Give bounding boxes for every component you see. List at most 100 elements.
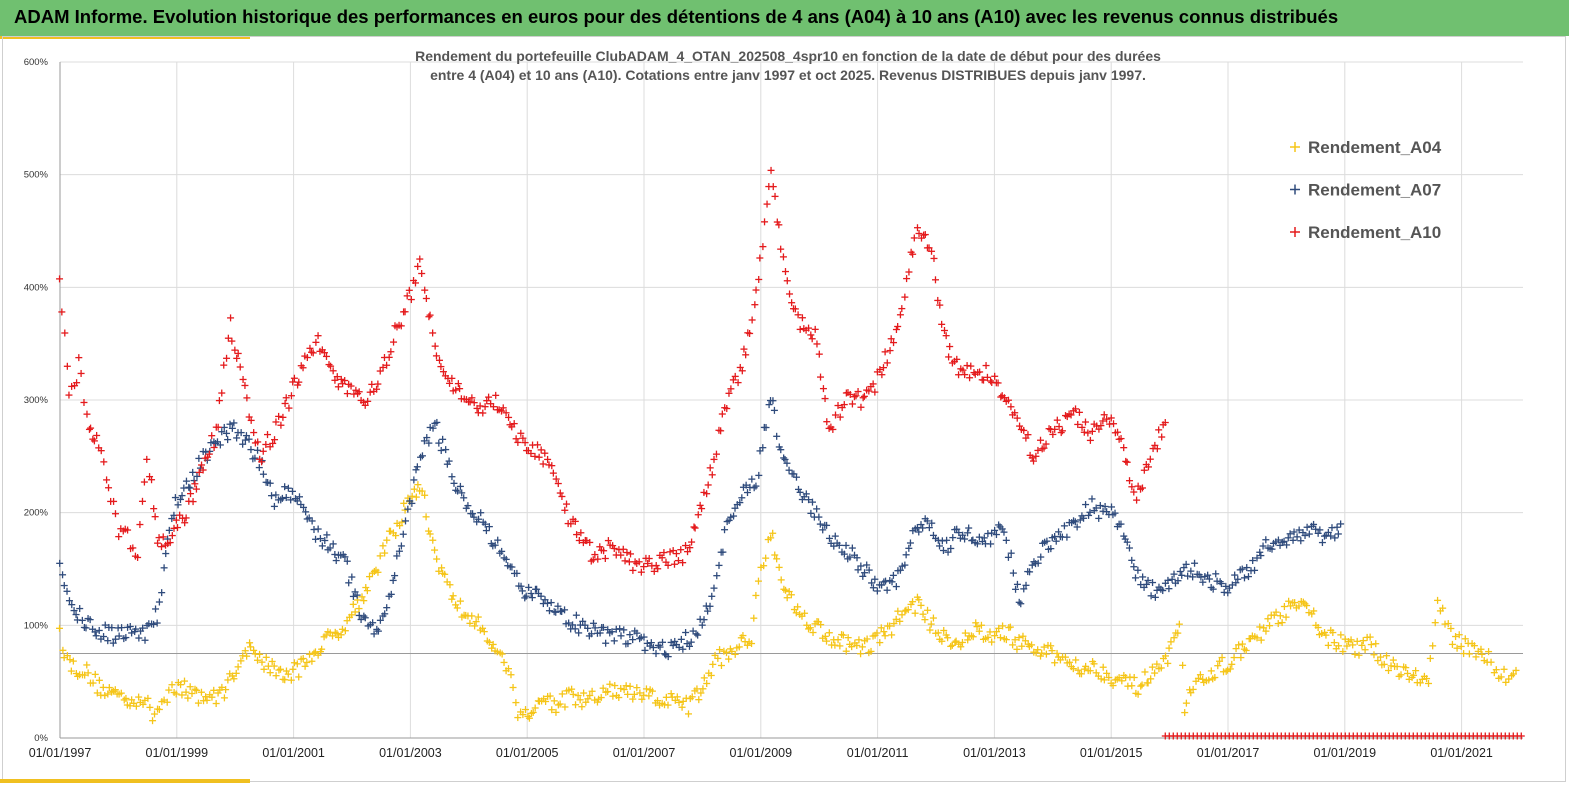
data-point-rendement-a07: [245, 435, 253, 443]
data-point-rendement-a07: [369, 619, 377, 627]
data-point-rendement-a04: [1218, 654, 1226, 662]
data-point-rendement-a10: [976, 368, 984, 376]
data-point-rendement-a10: [476, 402, 484, 410]
data-point-rendement-a07: [226, 420, 234, 428]
data-point-rendement-a04: [1196, 671, 1204, 679]
data-point-rendement-a07: [959, 531, 967, 539]
report-title: ADAM Informe. Evolution historique des p…: [14, 6, 1339, 27]
data-point-rendement-a04: [453, 604, 461, 612]
data-point-rendement-a04: [83, 661, 91, 669]
data-point-rendement-a07: [1249, 557, 1257, 565]
data-point-rendement-a04: [957, 643, 965, 651]
data-point-rendement-a04: [91, 670, 99, 678]
data-point-rendement-a10: [182, 514, 190, 522]
data-point-rendement-a04: [1329, 629, 1337, 637]
data-point-rendement-a10: [1128, 483, 1136, 491]
data-point-rendement-a10: [967, 362, 975, 370]
data-point-rendement-a10: [1155, 426, 1163, 434]
data-point-rendement-a07: [750, 484, 758, 492]
data-point-rendement-a04: [1170, 634, 1178, 642]
data-point-rendement-a10: [786, 290, 794, 298]
data-point-rendement-a07: [1096, 502, 1104, 510]
data-point-rendement-a07: [661, 650, 669, 658]
data-point-rendement-a10: [821, 395, 829, 403]
data-point-rendement-a07: [905, 544, 913, 552]
data-point-rendement-a10: [105, 484, 113, 492]
data-point-rendement-a04: [1097, 675, 1105, 683]
data-point-rendement-a04: [1393, 663, 1401, 671]
data-point-rendement-a10: [124, 526, 132, 534]
data-point-rendement-a04: [1006, 623, 1014, 631]
data-point-rendement-a10: [621, 557, 629, 565]
x-tick-label: 01/01/2021: [1430, 746, 1493, 760]
data-point-rendement-a07: [376, 616, 384, 624]
data-point-rendement-a10: [299, 364, 307, 372]
data-point-rendement-a04: [362, 584, 370, 592]
data-point-rendement-a04: [679, 697, 687, 705]
data-point-rendement-a10: [931, 276, 939, 284]
data-point-rendement-a04: [876, 639, 884, 647]
data-point-rendement-a07: [65, 597, 73, 605]
data-point-rendement-a10: [521, 439, 529, 447]
data-point-rendement-a07: [744, 489, 752, 497]
data-point-rendement-a07: [439, 435, 447, 443]
data-point-rendement-a04: [178, 691, 186, 699]
data-point-rendement-a04: [1492, 666, 1500, 674]
data-point-rendement-a07: [477, 509, 485, 517]
data-point-rendement-a07: [955, 529, 963, 537]
data-point-rendement-a04: [500, 658, 508, 666]
data-point-rendement-a10: [775, 221, 783, 229]
data-point-rendement-a10: [1049, 430, 1057, 438]
data-point-rendement-a10: [535, 453, 543, 461]
data-point-rendement-a04: [1385, 667, 1393, 675]
data-point-rendement-a10: [320, 349, 328, 357]
data-point-rendement-a07: [528, 594, 536, 602]
data-point-rendement-a04: [1230, 654, 1238, 662]
data-point-rendement-a10: [287, 392, 295, 400]
data-point-rendement-a10: [379, 363, 387, 371]
data-point-rendement-a04: [909, 598, 917, 606]
data-point-rendement-a10: [303, 354, 311, 362]
axes: 0% 100% 200% 300% 400% 500% 600% 01/01/1997 01/0…: [24, 57, 1523, 760]
data-point-rendement-a07: [825, 534, 833, 542]
data-point-rendement-a04: [1410, 671, 1418, 679]
data-point-rendement-a04: [642, 685, 650, 693]
chart-title-line-1: Rendement du portefeuille ClubADAM_4_OTA…: [415, 48, 1161, 64]
data-point-rendement-a07: [68, 601, 76, 609]
data-point-rendement-a07: [1117, 520, 1125, 528]
data-point-rendement-a07: [460, 494, 468, 502]
data-point-rendement-a07: [1268, 545, 1276, 553]
data-point-rendement-a07: [381, 610, 389, 618]
data-point-rendement-a10: [502, 409, 510, 417]
data-point-rendement-a10: [756, 254, 764, 262]
data-point-rendement-a10: [1040, 444, 1048, 452]
data-point-rendement-a04: [1453, 644, 1461, 652]
data-point-rendement-a10: [1126, 477, 1134, 485]
data-point-rendement-a07: [180, 484, 188, 492]
data-point-rendement-a07: [819, 526, 827, 534]
data-point-rendement-a04: [472, 618, 480, 626]
data-point-rendement-a04: [1066, 658, 1074, 666]
data-point-rendement-a04: [574, 692, 582, 700]
data-point-rendement-a04: [1347, 636, 1355, 644]
data-point-rendement-a04: [1053, 649, 1061, 657]
data-point-rendement-a04: [975, 627, 983, 635]
data-point-rendement-a04: [1264, 615, 1272, 623]
data-point-rendement-a04: [599, 684, 607, 692]
data-point-rendement-a04: [1157, 664, 1165, 672]
data-point-rendement-a07: [448, 473, 456, 481]
data-point-rendement-a04: [1028, 641, 1036, 649]
data-point-rendement-a04: [542, 698, 550, 706]
data-point-rendement-a07: [1222, 582, 1230, 590]
data-point-rendement-a10: [600, 547, 608, 555]
data-point-rendement-a07: [118, 624, 126, 632]
data-point-rendement-a10: [281, 399, 289, 407]
data-point-rendement-a04: [700, 674, 708, 682]
data-point-rendement-a04: [1478, 650, 1486, 658]
data-point-rendement-a04: [615, 694, 623, 702]
data-point-rendement-a04: [707, 671, 715, 679]
data-point-rendement-a04: [241, 647, 249, 655]
data-point-rendement-a04: [1280, 603, 1288, 611]
legend-marker: [1290, 184, 1300, 195]
data-point-rendement-a04: [697, 689, 705, 697]
